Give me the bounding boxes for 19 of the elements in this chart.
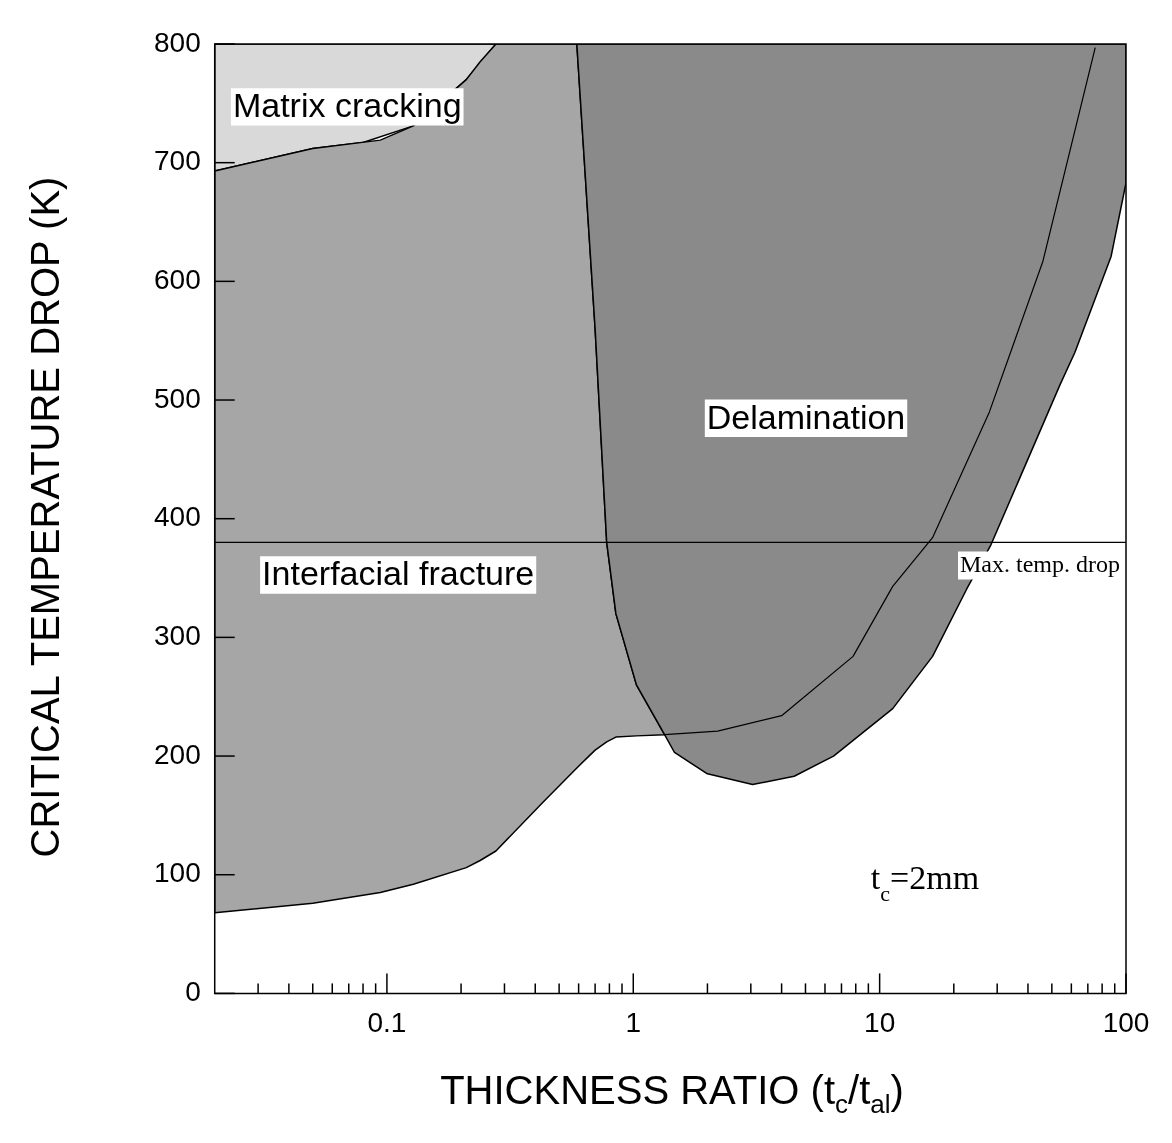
y-tick-label: 800 bbox=[154, 26, 201, 58]
x-tick-label: 1 bbox=[625, 1006, 642, 1038]
y-tick-label: 500 bbox=[154, 382, 201, 414]
y-tick-label: 200 bbox=[154, 738, 201, 770]
x-tick-label: 0.1 bbox=[367, 1006, 407, 1038]
ref-line-label: Max. temp. drop bbox=[960, 551, 1121, 578]
series-label: Interfacial fracture bbox=[262, 554, 535, 593]
y-tick-label: 100 bbox=[154, 857, 201, 889]
x-axis-title: THICKNESS RATIO (t$_{c}$/t$_{al}$) bbox=[439, 1068, 905, 1120]
x-tick-label: 100 bbox=[1102, 1006, 1150, 1038]
x-tick-label: 10 bbox=[864, 1006, 896, 1038]
y-tick-label: 300 bbox=[154, 620, 201, 652]
y-tick-label: 700 bbox=[154, 145, 201, 177]
y-tick-label: 600 bbox=[154, 264, 201, 296]
y-axis-title: CRITICAL TEMPERATURE DROP (K) bbox=[22, 176, 68, 858]
series-label: Matrix cracking bbox=[232, 86, 462, 125]
y-tick-label: 400 bbox=[154, 501, 201, 533]
y-tick-label: 0 bbox=[185, 976, 201, 1008]
series-label: Delamination bbox=[706, 397, 906, 436]
